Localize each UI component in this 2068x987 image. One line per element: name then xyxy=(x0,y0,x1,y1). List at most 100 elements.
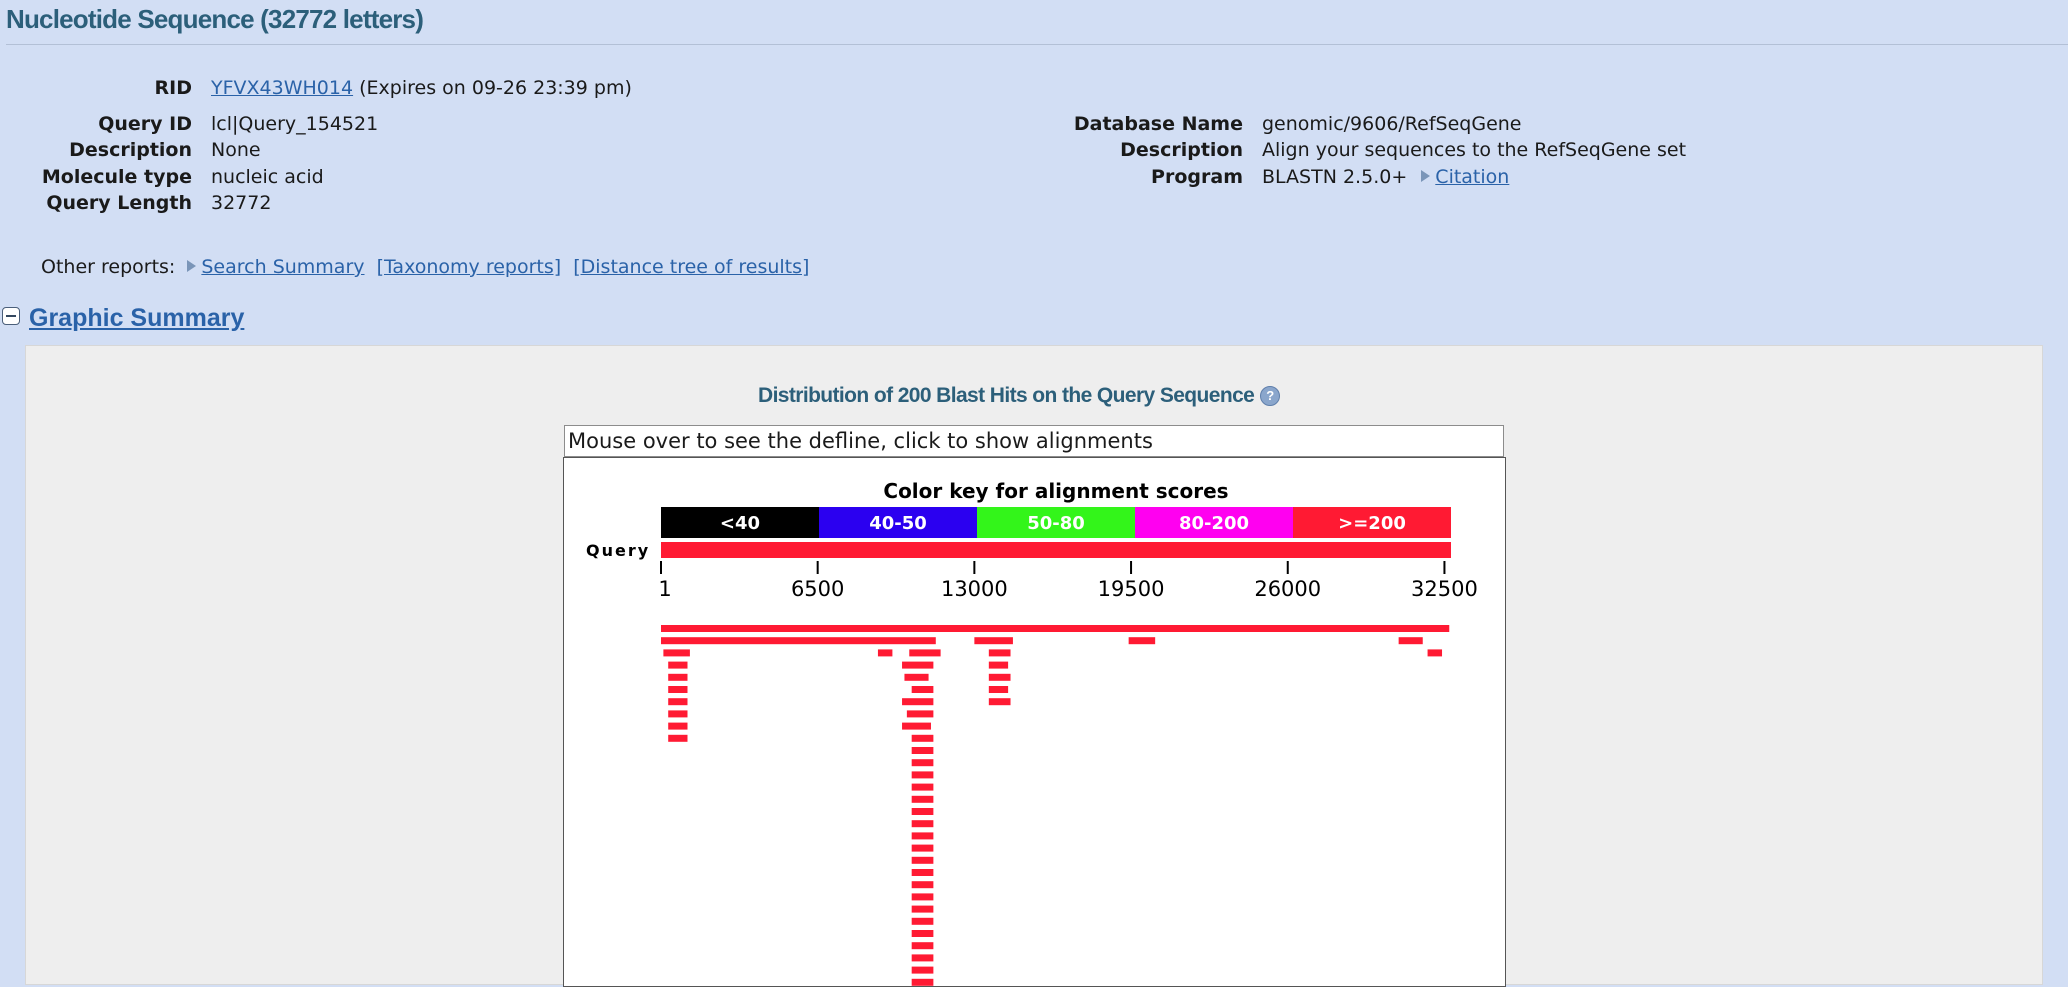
other-reports: Other reports: Search Summary [Taxonomy … xyxy=(41,254,809,280)
hit-bar xyxy=(988,673,1011,681)
hit-bar xyxy=(911,844,934,852)
hit-bar xyxy=(668,673,688,681)
query-bar xyxy=(661,542,1451,558)
triangle-right-icon xyxy=(187,260,197,272)
hit-bar xyxy=(909,649,941,657)
hit-bar xyxy=(904,673,929,681)
hit-bar xyxy=(911,856,934,864)
database-description-value: Align your sequences to the RefSeqGene s… xyxy=(1262,139,1687,161)
legend-label: <40 xyxy=(720,513,760,534)
rid-expires: (Expires on 09-26 23:39 pm) xyxy=(359,77,632,99)
rid-label: RID xyxy=(154,77,192,99)
hit-bar xyxy=(1427,649,1443,657)
hit-bar xyxy=(902,698,934,706)
hit-bar xyxy=(911,759,934,767)
hit-bar xyxy=(911,869,934,876)
legend-swatch xyxy=(977,507,1135,538)
hit-bar xyxy=(911,978,934,986)
legend-label: 80-200 xyxy=(1179,513,1249,534)
legend-label: 50-80 xyxy=(1027,513,1085,534)
hit-bar xyxy=(911,832,934,840)
hit-bar xyxy=(911,942,934,950)
hit-bar xyxy=(911,966,934,974)
legend-swatch xyxy=(661,507,819,538)
legend-label: >=200 xyxy=(1338,513,1406,534)
database-name-value: genomic/9606/RefSeqGene xyxy=(1262,113,1522,135)
legend-swatch xyxy=(1135,507,1293,538)
query-description-value: None xyxy=(211,139,261,161)
hit-bar xyxy=(668,734,688,742)
axis-tick-label: 32500 xyxy=(1411,577,1478,601)
hit-bar xyxy=(988,698,1011,706)
hit-bar xyxy=(911,808,934,815)
hit-bar xyxy=(911,747,934,754)
search-summary-link[interactable]: Search Summary xyxy=(201,256,365,278)
hit-bar xyxy=(902,722,931,730)
axis-tick-label: 13000 xyxy=(941,577,1008,601)
hit-bar xyxy=(911,795,934,803)
query-id-value: lcl|Query_154521 xyxy=(211,113,379,135)
citation-link[interactable]: Citation xyxy=(1435,166,1510,188)
rid-link[interactable]: YFVX43WH014 xyxy=(211,77,354,99)
alignment-chart[interactable]: Color key for alignment scores <40 40-50 50… xyxy=(564,458,1506,987)
title-divider xyxy=(6,44,2068,45)
molecule-type-label: Molecule type xyxy=(41,166,192,188)
query-description-label: Description xyxy=(69,139,192,161)
axis-tick-label: 1 xyxy=(658,577,671,601)
hit-bar xyxy=(911,771,934,779)
hit-bar xyxy=(911,917,934,925)
hit-bar xyxy=(668,710,688,718)
hit-bar xyxy=(668,722,688,730)
other-reports-label: Other reports: xyxy=(41,256,176,278)
hit-bar xyxy=(911,734,934,742)
program-value: BLASTN 2.5.0+ xyxy=(1262,166,1408,188)
database-name-label: Database Name xyxy=(1073,113,1243,135)
hit-bar xyxy=(663,649,690,657)
hit-bar xyxy=(906,710,934,718)
collapse-toggle-icon[interactable] xyxy=(2,307,20,325)
hit-bar xyxy=(668,661,688,669)
hit-bar xyxy=(988,649,1011,657)
hit-bar xyxy=(988,661,1009,669)
database-description-label: Description xyxy=(1120,139,1243,161)
hit-bar xyxy=(661,625,1450,632)
axis-tick-label: 19500 xyxy=(1098,577,1165,601)
distribution-title: Distribution of 200 Blast Hits on the Qu… xyxy=(758,384,1281,408)
legend-label: 40-50 xyxy=(869,513,927,534)
hit-bar xyxy=(1398,637,1423,645)
hit-bar xyxy=(877,649,893,657)
query-id-label: Query ID xyxy=(98,113,192,135)
hit-bar xyxy=(668,686,688,693)
help-icon[interactable]: ? xyxy=(1260,386,1281,406)
legend-swatch xyxy=(1293,507,1451,538)
defline-box: Mouse over to see the defline, click to … xyxy=(564,425,1504,457)
query-length-value: 32772 xyxy=(211,192,272,214)
query-length-label: Query Length xyxy=(46,192,192,214)
hit-bar xyxy=(988,686,1009,693)
hit-bar xyxy=(668,698,688,706)
taxonomy-reports-link[interactable]: [Taxonomy reports] xyxy=(376,256,562,278)
program-label: Program xyxy=(1151,166,1243,188)
axis-tick-label: 6500 xyxy=(791,577,844,601)
hit-bar xyxy=(911,820,934,828)
hit-bar xyxy=(911,893,934,901)
hit-bar xyxy=(911,930,934,937)
legend-swatch xyxy=(819,507,977,538)
color-key-title: Color key for alignment scores xyxy=(883,479,1228,503)
distance-tree-link[interactable]: [Distance tree of results] xyxy=(573,256,810,278)
triangle-right-icon xyxy=(1421,170,1431,182)
hit-bar xyxy=(911,783,934,791)
distribution-title-text: Distribution of 200 Blast Hits on the Qu… xyxy=(758,384,1255,407)
axis-tick-label: 26000 xyxy=(1254,577,1321,601)
hit-bar xyxy=(974,637,1013,645)
hit-bar xyxy=(902,661,934,669)
hit-bar xyxy=(661,637,936,645)
hit-bar xyxy=(911,881,934,889)
hit-bar xyxy=(911,954,934,962)
molecule-type-value: nucleic acid xyxy=(211,166,324,188)
alignment-graph[interactable]: Color key for alignment scores <40 40-50 50… xyxy=(563,457,1506,987)
hit-bar xyxy=(911,905,934,913)
page-title: Nucleotide Sequence (32772 letters) xyxy=(6,4,424,34)
hit-bar xyxy=(1128,637,1156,645)
graphic-summary-title[interactable]: Graphic Summary xyxy=(29,304,245,332)
